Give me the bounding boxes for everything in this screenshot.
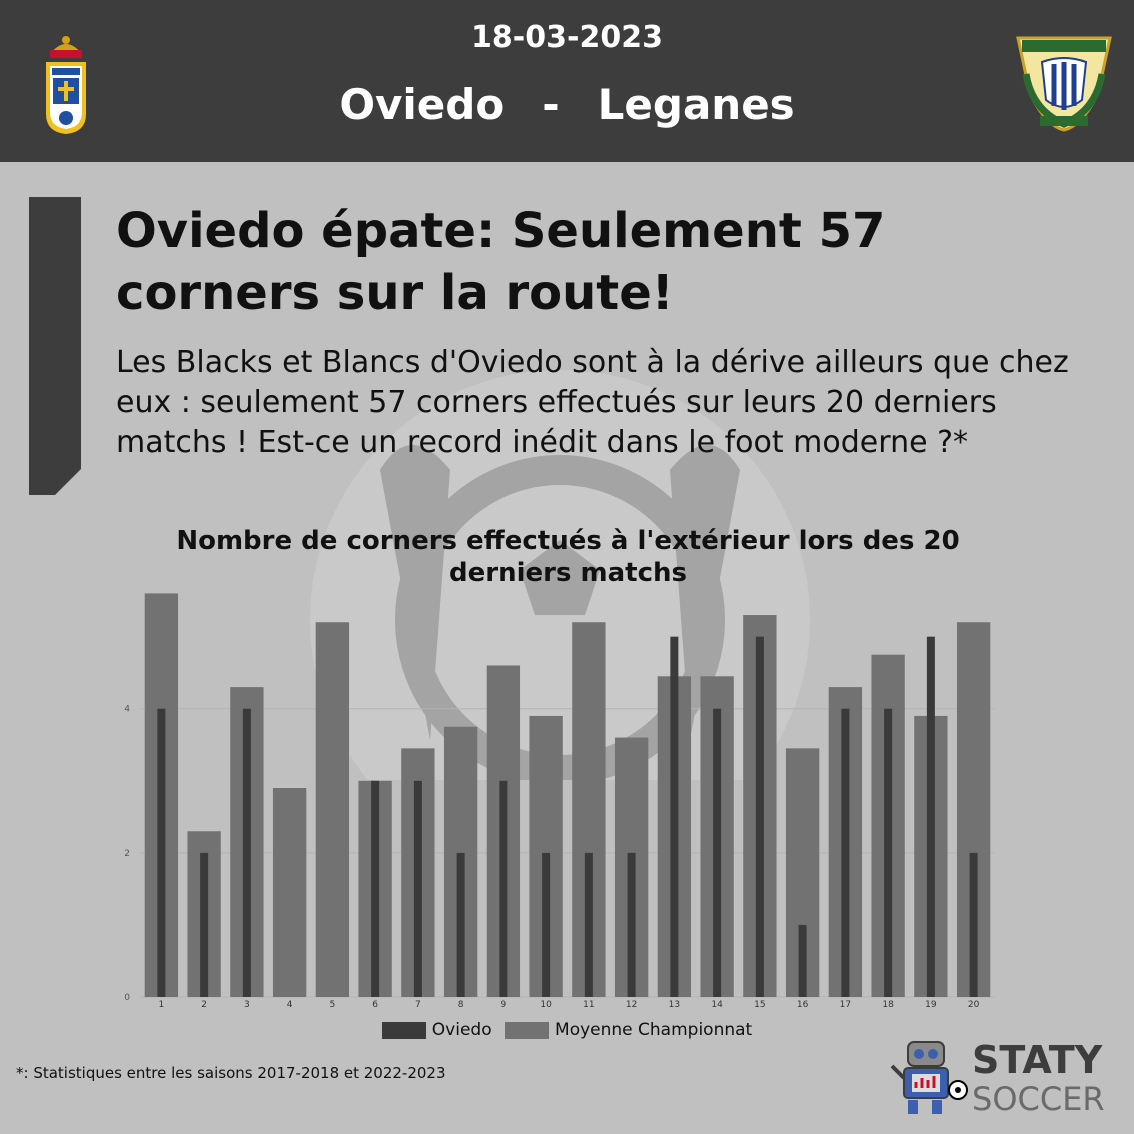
x-tick-label: 14: [711, 1000, 723, 1010]
bar-oviedo-11: [584, 852, 593, 997]
legend-swatch-oviedo: [381, 1021, 426, 1039]
bar-oviedo-15: [755, 636, 764, 997]
x-tick-label: 9: [501, 1000, 507, 1010]
x-tick-label: 17: [840, 1000, 851, 1010]
x-tick-label: 16: [797, 1000, 809, 1010]
x-tick-label: 2: [201, 1000, 207, 1010]
brand-word-staty: STATY: [972, 1038, 1103, 1082]
staty-soccer-logo: STATY SOCCER: [888, 1038, 1118, 1118]
bar-oviedo-3: [242, 708, 251, 997]
x-tick-label: 6: [372, 1000, 378, 1010]
bar-oviedo-1: [157, 708, 166, 997]
bar-oviedo-9: [499, 780, 508, 997]
bar-oviedo-18: [884, 708, 893, 997]
legend-label-average: Moyenne Championnat: [555, 1020, 753, 1040]
bar-oviedo-19: [926, 636, 935, 997]
chart-gridlines: [140, 708, 995, 998]
oviedo-crest-icon: [46, 36, 86, 134]
x-tick-label: 12: [626, 1000, 637, 1010]
bar-oviedo-10: [542, 852, 551, 997]
average-series: [144, 593, 991, 997]
home-team-name: Oviedo: [339, 80, 505, 129]
article-subtitle: Les Blacks et Blancs d'Oviedo sont à la …: [116, 345, 1069, 460]
away-team-name: Leganes: [597, 80, 795, 129]
legend-item-oviedo: Oviedo: [381, 1020, 492, 1040]
bar-average-5: [315, 622, 350, 997]
match-date: 18-03-2023: [471, 20, 663, 55]
x-tick-label: 10: [540, 1000, 552, 1010]
y-tick-label: 0: [124, 993, 130, 1003]
x-tick-label: 11: [583, 1000, 594, 1010]
bar-oviedo-2: [200, 852, 209, 997]
x-tick-label: 13: [669, 1000, 680, 1010]
x-tick-label: 5: [330, 1000, 336, 1010]
x-tick-label: 19: [925, 1000, 937, 1010]
bar-oviedo-14: [713, 708, 722, 997]
x-tick-label: 20: [968, 1000, 980, 1010]
leganes-crest-icon: [1016, 36, 1112, 132]
x-tick-label: 18: [882, 1000, 894, 1010]
bar-oviedo-16: [798, 924, 807, 997]
article-headline: Oviedo épate: Seulement 57 corners sur l…: [116, 203, 886, 321]
brand-word-soccer: SOCCER: [972, 1080, 1105, 1118]
chart-title: Nombre de corners effectués à l'extérieu…: [176, 526, 960, 588]
team-separator: -: [542, 80, 560, 129]
chart-legend: Oviedo Moyenne Championnat: [0, 1020, 1134, 1044]
bar-oviedo-20: [969, 852, 978, 997]
headline-accent-bar: [29, 197, 81, 495]
match-teams: Oviedo - Leganes: [0, 80, 1134, 129]
x-tick-label: 4: [287, 1000, 293, 1010]
x-tick-label: 15: [754, 1000, 765, 1010]
bar-oviedo-8: [456, 852, 465, 997]
x-tick-label: 8: [458, 1000, 464, 1010]
legend-item-average: Moyenne Championnat: [505, 1020, 752, 1040]
robot-mascot-icon: [890, 1041, 968, 1114]
y-tick-label: 2: [124, 849, 130, 859]
legend-swatch-average: [505, 1021, 550, 1039]
bar-oviedo-7: [413, 780, 422, 997]
footnote: *: Statistiques entre les saisons 2017-2…: [16, 1064, 446, 1082]
x-tick-label: 7: [415, 1000, 421, 1010]
bar-average-4: [272, 788, 307, 997]
y-tick-label: 4: [124, 705, 130, 715]
x-tick-label: 3: [244, 1000, 250, 1010]
oviedo-series: [157, 636, 978, 997]
legend-label-oviedo: Oviedo: [431, 1020, 492, 1040]
match-header: 18-03-2023 Oviedo - Leganes: [0, 0, 1134, 162]
bar-oviedo-13: [670, 636, 679, 997]
x-tick-label: 1: [159, 1000, 165, 1010]
bar-oviedo-12: [627, 852, 636, 997]
bar-oviedo-17: [841, 708, 850, 997]
bar-oviedo-6: [371, 780, 380, 997]
